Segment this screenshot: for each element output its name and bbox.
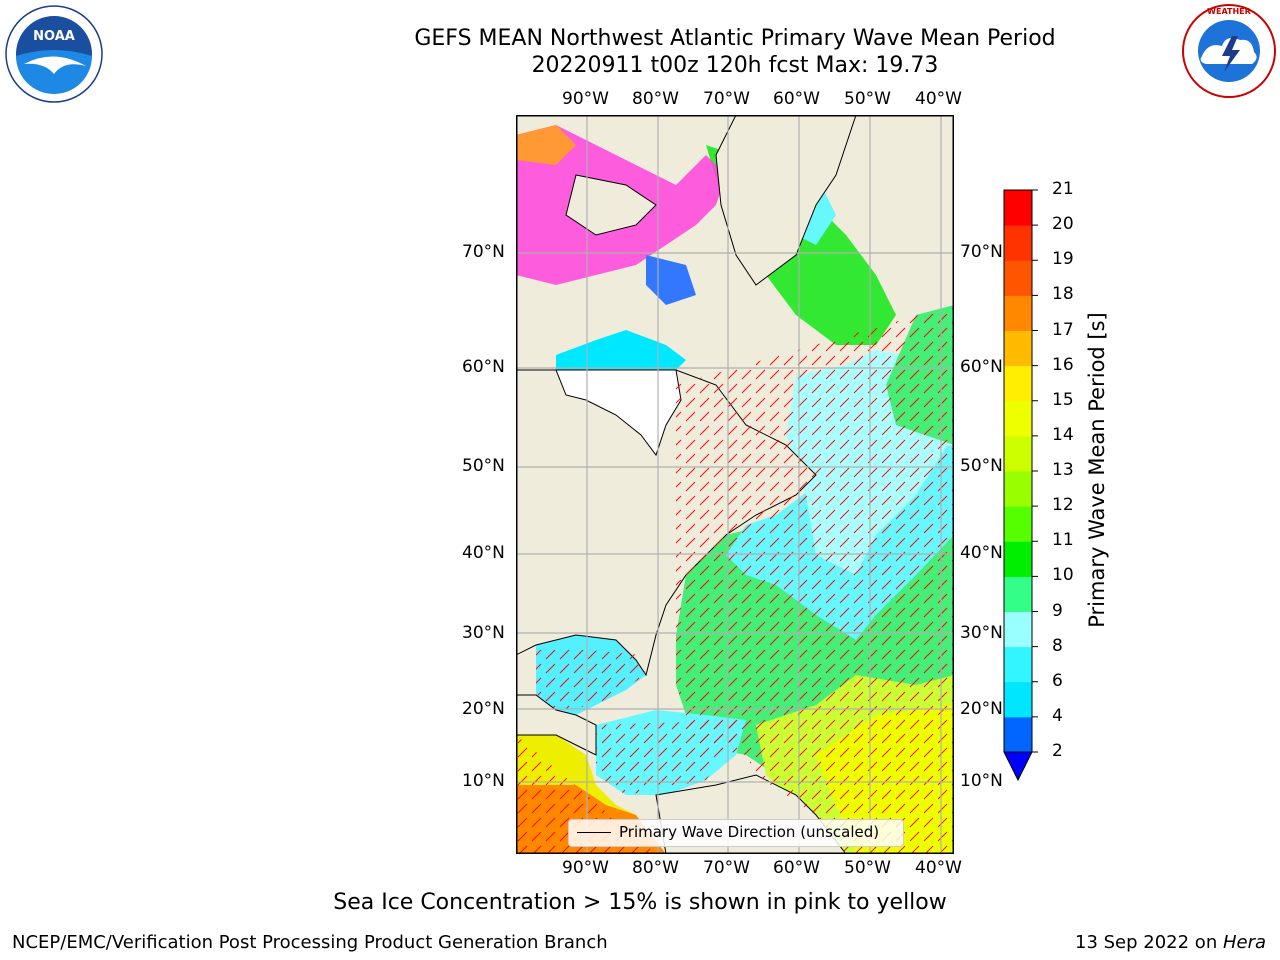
lat-tick-left: 70°N [462, 242, 505, 262]
colorbar-tick-label: 18 [1052, 284, 1074, 305]
lat-tick-left: 50°N [462, 456, 505, 476]
nws-logo: WEATHER [1182, 4, 1276, 98]
colorbar-tick-label: 17 [1052, 319, 1074, 340]
chart-title: GEFS MEAN Northwest Atlantic Primary Wav… [414, 26, 1056, 51]
lon-tick-bottom: 40°W [915, 858, 962, 878]
lat-tick-right: 70°N [960, 242, 1003, 262]
wave-direction-arrows [676, 305, 954, 854]
colorbar-under-extension [1003, 751, 1033, 782]
svg-text:NOAA: NOAA [33, 29, 75, 44]
legend-line-swatch [577, 832, 611, 833]
colorbar-segment [1004, 260, 1032, 296]
lon-tick-top: 40°W [915, 89, 962, 109]
colorbar-tick-label: 6 [1052, 670, 1063, 691]
colorbar-tick-label: 2 [1052, 741, 1063, 761]
colorbar-segment [1004, 646, 1032, 683]
lon-tick-top: 50°W [844, 89, 891, 109]
colorbar-segment [1004, 681, 1032, 718]
footer-producer: NCEP/EMC/Verification Post Processing Pr… [12, 932, 608, 953]
colorbar-tick-label: 13 [1052, 460, 1074, 480]
colorbar-label: Primary Wave Mean Period [s] [1085, 312, 1109, 628]
colorbar-segment [1004, 506, 1032, 542]
colorbar-tick-label: 9 [1052, 600, 1063, 621]
colorbar-tick-label: 15 [1052, 389, 1074, 410]
colorbar-segment [1004, 541, 1032, 577]
lon-tick-bottom: 60°W [773, 858, 820, 878]
svg-text:WEATHER: WEATHER [1207, 7, 1251, 16]
colorbar-segment [1004, 471, 1032, 507]
arctic-islands [565, 174, 657, 236]
lat-tick-right: 30°N [960, 623, 1003, 643]
wave-period-map [516, 115, 954, 854]
colorbar-segment [1004, 716, 1032, 753]
graticule [516, 115, 954, 854]
lon-tick-top: 60°W [773, 89, 820, 109]
colorbar-segment [1004, 190, 1032, 226]
colorbar-segment [1004, 295, 1032, 331]
map-legend: Primary Wave Direction (unscaled) [568, 819, 904, 847]
colorbar [1003, 189, 1038, 782]
colorbar-segment [1004, 435, 1032, 472]
colorbar-tick-label: 10 [1052, 565, 1074, 586]
colorbar-segment [1004, 611, 1032, 648]
lat-tick-right: 40°N [960, 543, 1003, 563]
colorbar-tick-label: 8 [1052, 635, 1063, 656]
greenland [715, 115, 857, 286]
colorbar-segment [1004, 225, 1032, 261]
lat-tick-right: 10°N [960, 771, 1003, 791]
noaa-logo: NOAA [5, 5, 103, 103]
lon-tick-bottom: 90°W [562, 858, 609, 878]
lon-tick-top: 80°W [632, 89, 679, 109]
colorbar-tick-label: 4 [1052, 705, 1063, 726]
colorbar-tick-label: 16 [1052, 354, 1074, 375]
footer-date-text: 13 Sep 2022 on [1075, 932, 1223, 953]
lon-tick-bottom: 50°W [844, 858, 891, 878]
lat-tick-left: 60°N [462, 357, 505, 377]
lat-tick-left: 30°N [462, 623, 505, 643]
lat-tick-right: 20°N [960, 699, 1003, 719]
colorbar-segment [1004, 400, 1032, 437]
chart-subtitle: 20220911 t00z 120h fcst Max: 19.73 [531, 53, 939, 78]
colorbar-tick-label: 12 [1052, 495, 1074, 516]
colorbar-tick-label: 14 [1052, 424, 1074, 445]
gulf-arrows [516, 645, 746, 854]
colorbar-segment [1004, 330, 1032, 367]
colorbar-tick-label: 19 [1052, 249, 1074, 270]
lon-tick-top: 70°W [703, 89, 750, 109]
lon-tick-bottom: 80°W [632, 858, 679, 878]
colorbar-segment [1004, 576, 1032, 612]
colorbar-tick-label: 21 [1052, 179, 1074, 199]
arctic-ice-orange [516, 125, 576, 165]
lon-tick-top: 90°W [562, 89, 609, 109]
hudson-bay [556, 330, 686, 370]
lat-tick-right: 60°N [960, 357, 1003, 377]
legend-label: Primary Wave Direction (unscaled) [619, 823, 880, 841]
lat-tick-right: 50°N [960, 456, 1003, 476]
footer-date: 13 Sep 2022 on Hera [1075, 932, 1266, 953]
footer-machine: Hera [1222, 932, 1266, 953]
lat-tick-left: 10°N [462, 771, 505, 791]
sea-ice-caption: Sea Ice Concentration > 15% is shown in … [333, 890, 947, 915]
lat-tick-left: 20°N [462, 699, 505, 719]
colorbar-tick-label: 11 [1052, 530, 1074, 551]
lat-tick-left: 40°N [462, 543, 505, 563]
lon-tick-bottom: 70°W [703, 858, 750, 878]
colorbar-tick-label: 20 [1052, 214, 1074, 235]
colorbar-segment [1004, 365, 1032, 402]
